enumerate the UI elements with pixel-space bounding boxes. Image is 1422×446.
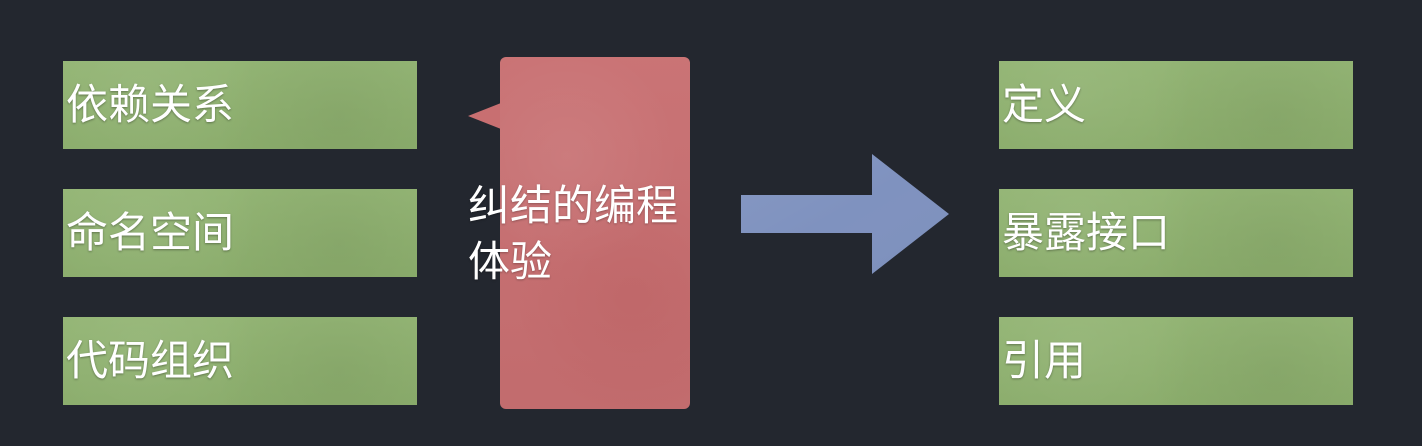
right-item-label: 定义 xyxy=(1002,80,1087,129)
right-item-label: 引用 xyxy=(1002,336,1087,385)
right-arrow-icon xyxy=(741,154,949,274)
right-item-reference: 引用 xyxy=(999,317,1353,405)
callout-box xyxy=(500,57,690,409)
left-item-label: 依赖关系 xyxy=(66,80,235,129)
left-item-dependency: 依赖关系 xyxy=(63,61,417,149)
right-item-label: 暴露接口 xyxy=(1002,208,1171,257)
right-item-definition: 定义 xyxy=(999,61,1353,149)
right-item-exposed-interface: 暴露接口 xyxy=(999,189,1353,277)
left-item-label: 代码组织 xyxy=(66,336,235,385)
callout-label: 纠结的编程体验 xyxy=(468,181,679,286)
left-item-label: 命名空间 xyxy=(66,208,235,257)
left-item-namespace: 命名空间 xyxy=(63,189,417,277)
callout-pointer xyxy=(468,103,501,129)
left-item-code-organization: 代码组织 xyxy=(63,317,417,405)
